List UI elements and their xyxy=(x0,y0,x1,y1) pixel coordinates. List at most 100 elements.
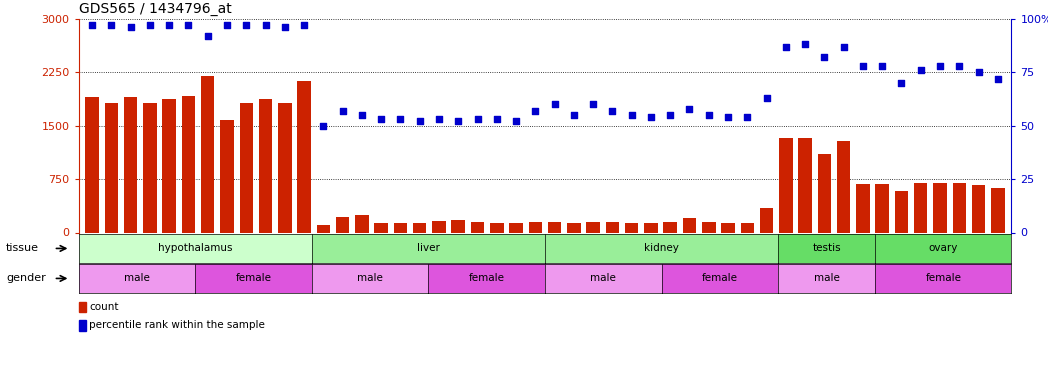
Point xyxy=(315,123,332,129)
Point xyxy=(470,116,486,122)
Point xyxy=(816,54,833,60)
Point xyxy=(739,114,756,120)
Point xyxy=(180,22,197,28)
Point xyxy=(277,24,293,30)
Point xyxy=(700,112,717,118)
Bar xyxy=(779,138,792,232)
Bar xyxy=(587,222,599,232)
Bar xyxy=(452,220,465,232)
Point xyxy=(681,105,698,111)
Bar xyxy=(760,208,773,232)
Bar xyxy=(490,222,503,232)
Bar xyxy=(528,222,542,232)
Point xyxy=(989,76,1006,82)
Bar xyxy=(606,222,619,232)
Bar xyxy=(144,103,156,232)
Bar xyxy=(79,302,86,312)
Bar xyxy=(162,99,176,232)
Bar xyxy=(355,215,369,232)
Text: male: male xyxy=(357,273,383,284)
Point xyxy=(546,101,563,107)
Point xyxy=(566,112,583,118)
Text: female: female xyxy=(468,273,505,284)
Point xyxy=(932,63,948,69)
Bar xyxy=(298,81,311,232)
Bar xyxy=(181,96,195,232)
Point xyxy=(103,22,119,28)
Point xyxy=(411,118,428,124)
Point xyxy=(160,22,177,28)
Bar xyxy=(817,154,831,232)
Bar xyxy=(934,183,946,232)
Point xyxy=(970,69,987,75)
Point xyxy=(758,95,774,101)
Bar xyxy=(953,183,966,232)
Bar xyxy=(702,222,716,232)
Bar xyxy=(240,103,253,232)
Point xyxy=(662,112,679,118)
Text: male: male xyxy=(814,273,839,284)
Point xyxy=(507,118,524,124)
Bar xyxy=(548,222,562,232)
Point xyxy=(84,22,101,28)
Bar xyxy=(124,97,137,232)
Point xyxy=(796,41,813,47)
Text: female: female xyxy=(925,273,961,284)
Text: tissue: tissue xyxy=(6,243,39,254)
Point xyxy=(353,112,370,118)
Point xyxy=(585,101,602,107)
Point xyxy=(373,116,390,122)
Text: testis: testis xyxy=(812,243,842,254)
Point xyxy=(854,63,871,69)
Point xyxy=(874,63,891,69)
Bar xyxy=(741,223,755,232)
Point xyxy=(951,63,967,69)
Bar xyxy=(625,223,638,232)
Point xyxy=(296,22,312,28)
Point xyxy=(141,22,158,28)
Bar xyxy=(875,184,889,232)
Bar xyxy=(394,223,408,232)
Point xyxy=(527,108,544,114)
Bar xyxy=(413,222,427,232)
Bar xyxy=(721,223,735,232)
Bar xyxy=(85,97,99,232)
Point xyxy=(334,108,351,114)
Bar xyxy=(567,223,581,232)
Bar xyxy=(682,218,696,232)
Point xyxy=(450,118,466,124)
Bar xyxy=(220,120,234,232)
Point xyxy=(488,116,505,122)
Text: male: male xyxy=(590,273,616,284)
Text: GDS565 / 1434796_at: GDS565 / 1434796_at xyxy=(79,2,232,16)
Bar xyxy=(837,141,850,232)
Text: kidney: kidney xyxy=(645,243,679,254)
Point xyxy=(431,116,447,122)
Text: liver: liver xyxy=(417,243,440,254)
Bar xyxy=(509,222,523,232)
Text: count: count xyxy=(89,302,118,312)
Text: female: female xyxy=(236,273,271,284)
Point xyxy=(199,33,216,39)
Bar xyxy=(914,183,927,232)
Bar xyxy=(895,191,909,232)
Bar xyxy=(278,103,291,232)
Bar xyxy=(201,76,215,232)
Point xyxy=(913,67,930,73)
Point xyxy=(123,24,139,30)
Bar xyxy=(799,138,812,232)
Text: gender: gender xyxy=(6,273,46,284)
Text: male: male xyxy=(124,273,150,284)
Text: ovary: ovary xyxy=(929,243,958,254)
Text: hypothalamus: hypothalamus xyxy=(158,243,233,254)
Point xyxy=(392,116,409,122)
Bar xyxy=(105,103,118,232)
Bar xyxy=(79,320,86,331)
Bar xyxy=(335,217,349,232)
Bar xyxy=(991,188,1005,232)
Bar xyxy=(971,186,985,232)
Point xyxy=(257,22,274,28)
Point xyxy=(219,22,236,28)
Point xyxy=(604,108,620,114)
Point xyxy=(893,80,910,86)
